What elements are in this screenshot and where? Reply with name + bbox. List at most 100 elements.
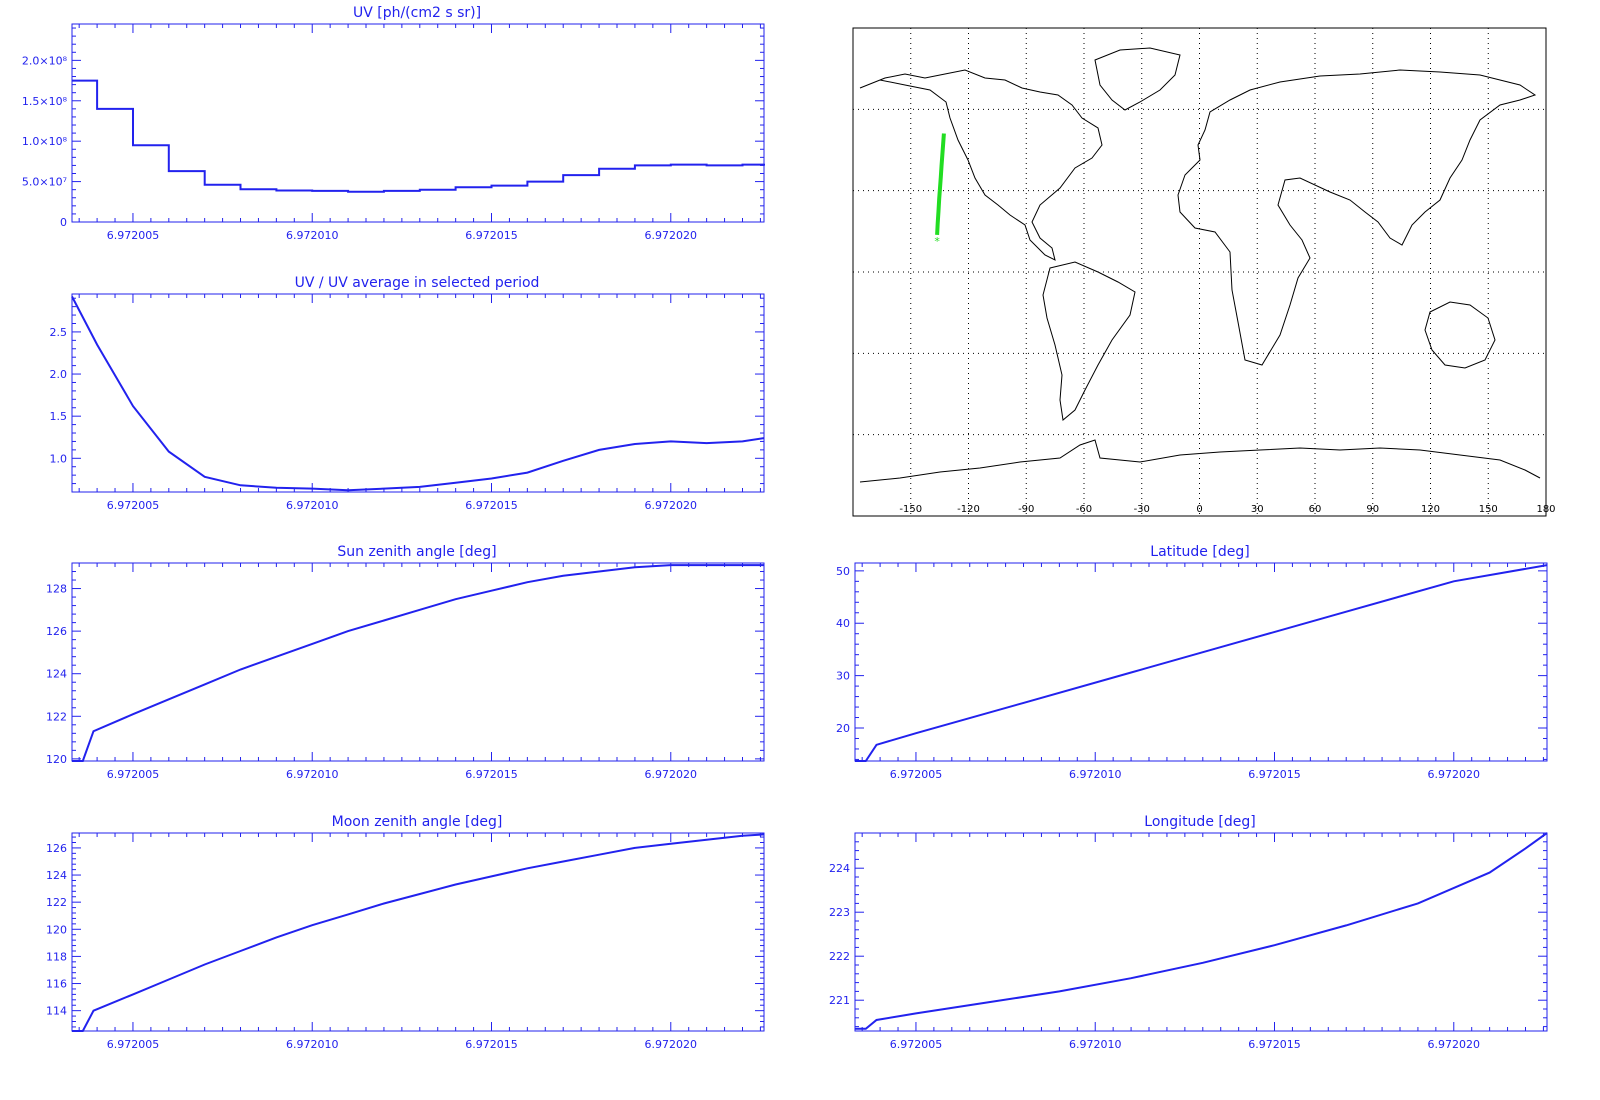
series-line	[71, 296, 765, 492]
x-tick-label: 6.972005	[890, 1038, 943, 1051]
map-tick-label: 60	[1309, 504, 1322, 515]
y-tick-label: 126	[46, 625, 67, 638]
y-tick-label: 118	[46, 950, 67, 963]
plot-frame	[854, 832, 1548, 1032]
x-tick-label: 6.972010	[286, 768, 339, 781]
plot-title: UV / UV average in selected period	[295, 275, 540, 291]
x-tick-label: 6.972010	[1069, 768, 1122, 781]
y-tick-label: 40	[836, 617, 850, 630]
x-tick-label: 6.972020	[645, 1038, 698, 1051]
coastline-antarctica	[859, 439, 1541, 483]
map-tick-label: 180	[1536, 504, 1555, 515]
plot-area: 6.972005 6.972010 6.972015 6.972020 20 30 40 50	[836, 562, 1548, 781]
map-tick-label: 120	[1421, 504, 1440, 515]
track-marker: *	[934, 235, 940, 248]
coastline-eurasia	[1177, 69, 1537, 366]
y-tick-label: 222	[829, 950, 850, 963]
x-tick-label: 6.972005	[107, 229, 160, 242]
y-tick-label: 120	[46, 753, 67, 766]
plot-title: Sun zenith angle [deg]	[337, 544, 496, 560]
y-tick-label: 122	[46, 896, 67, 909]
series-line	[72, 79, 765, 193]
x-tick-label: 6.972005	[107, 768, 160, 781]
x-tick-label: 6.972015	[1248, 768, 1301, 781]
y-tick-label: 50	[836, 565, 850, 578]
map-tick-label: 150	[1479, 504, 1498, 515]
map-tick-label: 0	[1196, 504, 1202, 515]
map-tick-label: -150	[899, 504, 922, 515]
y-tick-label: 128	[46, 583, 67, 596]
y-tick-label: 1.5×10⁸	[22, 95, 68, 108]
y-tick-label: 224	[829, 862, 850, 875]
y-tick-label: 5.0×10⁷	[22, 176, 67, 189]
plot-area: 6.972005 6.972010 6.972015 6.972020 114 116 11…	[46, 832, 765, 1051]
y-tick-label: 2.0	[50, 368, 68, 381]
satellite-track: *	[934, 133, 946, 248]
map-tick-label: -90	[1018, 504, 1034, 515]
y-tick-label: 1.0	[50, 452, 68, 465]
y-tick-label: 1.0×10⁸	[22, 135, 68, 148]
y-tick-label: 2.5	[50, 326, 68, 339]
x-tick-label: 6.972020	[645, 499, 698, 512]
y-tick-label: 124	[46, 869, 67, 882]
x-tick-label: 6.972010	[286, 229, 339, 242]
coastline-greenland	[1094, 47, 1181, 111]
plot-frame	[854, 562, 1548, 762]
coastline-north-america	[859, 69, 1103, 261]
y-tick-label: 30	[836, 670, 850, 683]
plot-frame	[71, 293, 765, 493]
x-tick-label: 6.972020	[645, 229, 698, 242]
uv-plot: UV [ph/(cm2 s sr)] 6.972005 6.972010 6.972…	[22, 5, 765, 242]
y-tick-label: 0	[60, 216, 67, 229]
plot-area: 6.972005 6.972010 6.972015 6.972020 120 122 12…	[46, 562, 765, 781]
plot-area: 6.972005 6.972010 6.972015 6.972020 0 5.0×10⁷…	[22, 23, 765, 242]
coastline-australia	[1424, 301, 1496, 369]
longitude-plot: Longitude [deg] 6.972005 6.972010 6.972015…	[829, 814, 1548, 1051]
x-tick-label: 6.972005	[107, 499, 160, 512]
plot-title: UV [ph/(cm2 s sr)]	[353, 5, 481, 21]
x-tick-label: 6.972015	[1248, 1038, 1301, 1051]
map-frame	[852, 27, 1547, 517]
plot-area: 6.972005 6.972010 6.972015 6.972020 1.0 1.5 2.…	[50, 293, 765, 512]
map-coastlines	[859, 47, 1541, 483]
map-grid	[852, 27, 1547, 517]
map-tick-label: -60	[1076, 504, 1092, 515]
map-tick-label: 90	[1366, 504, 1379, 515]
y-tick-label: 221	[829, 994, 850, 1007]
map-tick-label: 30	[1251, 504, 1264, 515]
y-tick-label: 116	[46, 978, 67, 991]
coastline-south-america	[1042, 261, 1136, 421]
y-tick-label: 122	[46, 710, 67, 723]
x-tick-label: 6.972020	[1428, 1038, 1481, 1051]
y-tick-label: 120	[46, 923, 67, 936]
y-tick-label: 1.5	[50, 410, 68, 423]
y-tick-label: 223	[829, 906, 850, 919]
plot-frame	[71, 23, 765, 223]
y-tick-label: 20	[836, 722, 850, 735]
x-tick-label: 6.972005	[890, 768, 943, 781]
plot-title: Latitude [deg]	[1150, 544, 1249, 560]
latitude-plot: Latitude [deg] 6.972005 6.972010 6.972015 6…	[836, 544, 1548, 781]
plot-frame	[71, 562, 765, 762]
series-line	[855, 832, 1548, 1030]
y-tick-label: 2.0×10⁸	[22, 54, 68, 67]
series-line	[72, 833, 765, 1032]
y-tick-label: 126	[46, 842, 67, 855]
world-map: * -150 -120 -90 -60 -30 0 30 60 90 120 150 180	[852, 27, 1556, 517]
map-axis: -150 -120 -90 -60 -30 0 30 60 90 120 150 180	[899, 504, 1555, 515]
x-tick-label: 6.972010	[286, 499, 339, 512]
plot-title: Moon zenith angle [deg]	[332, 814, 503, 830]
x-tick-label: 6.972010	[1069, 1038, 1122, 1051]
x-tick-label: 6.972005	[107, 1038, 160, 1051]
x-tick-label: 6.972015	[465, 1038, 518, 1051]
x-tick-label: 6.972020	[1428, 768, 1481, 781]
map-tick-label: -30	[1134, 504, 1150, 515]
x-tick-label: 6.972015	[465, 499, 518, 512]
track-line	[935, 133, 946, 236]
x-tick-label: 6.972010	[286, 1038, 339, 1051]
plot-area: 6.972005 6.972010 6.972015 6.972020 221 222 22…	[829, 832, 1548, 1051]
plot-frame	[71, 832, 765, 1032]
x-tick-label: 6.972020	[645, 768, 698, 781]
sun-zenith-plot: Sun zenith angle [deg] 6.972005 6.972010 6…	[46, 544, 765, 781]
